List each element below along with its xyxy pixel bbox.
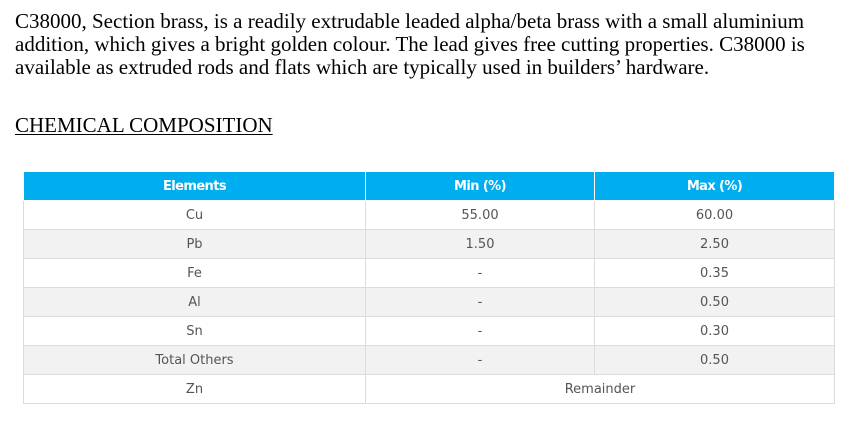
min-cell: 55.00 bbox=[365, 200, 595, 230]
table-row: Sn - 0.30 bbox=[23, 316, 835, 346]
column-header-elements: Elements bbox=[23, 171, 366, 201]
table-row: Al - 0.50 bbox=[23, 287, 835, 317]
element-cell: Sn bbox=[23, 316, 366, 346]
element-cell: Pb bbox=[23, 229, 366, 259]
table-row: Pb 1.50 2.50 bbox=[23, 229, 835, 259]
min-cell: - bbox=[365, 287, 595, 317]
table-header-row: Elements Min (%) Max (%) bbox=[23, 171, 835, 201]
remainder-cell: Remainder bbox=[365, 374, 835, 404]
composition-table: Elements Min (%) Max (%) Cu 55.00 60.00 … bbox=[23, 171, 835, 404]
section-heading: CHEMICAL COMPOSITION bbox=[15, 113, 273, 137]
table-row-zn: Zn Remainder bbox=[23, 374, 835, 404]
element-cell: Total Others bbox=[23, 345, 366, 375]
column-header-max: Max (%) bbox=[594, 171, 835, 201]
max-cell: 0.50 bbox=[594, 287, 835, 317]
max-cell: 0.30 bbox=[594, 316, 835, 346]
min-cell: 1.50 bbox=[365, 229, 595, 259]
max-cell: 0.35 bbox=[594, 258, 835, 288]
intro-paragraph: C38000, Section brass, is a readily extr… bbox=[15, 9, 805, 79]
max-cell: 60.00 bbox=[594, 200, 835, 230]
min-cell: - bbox=[365, 345, 595, 375]
min-cell: - bbox=[365, 258, 595, 288]
element-cell: Al bbox=[23, 287, 366, 317]
max-cell: 2.50 bbox=[594, 229, 835, 259]
table-row: Total Others - 0.50 bbox=[23, 345, 835, 375]
column-header-min: Min (%) bbox=[365, 171, 595, 201]
max-cell: 0.50 bbox=[594, 345, 835, 375]
element-cell: Fe bbox=[23, 258, 366, 288]
element-cell: Zn bbox=[23, 374, 366, 404]
table-row: Cu 55.00 60.00 bbox=[23, 200, 835, 230]
table-row: Fe - 0.35 bbox=[23, 258, 835, 288]
min-cell: - bbox=[365, 316, 595, 346]
element-cell: Cu bbox=[23, 200, 366, 230]
